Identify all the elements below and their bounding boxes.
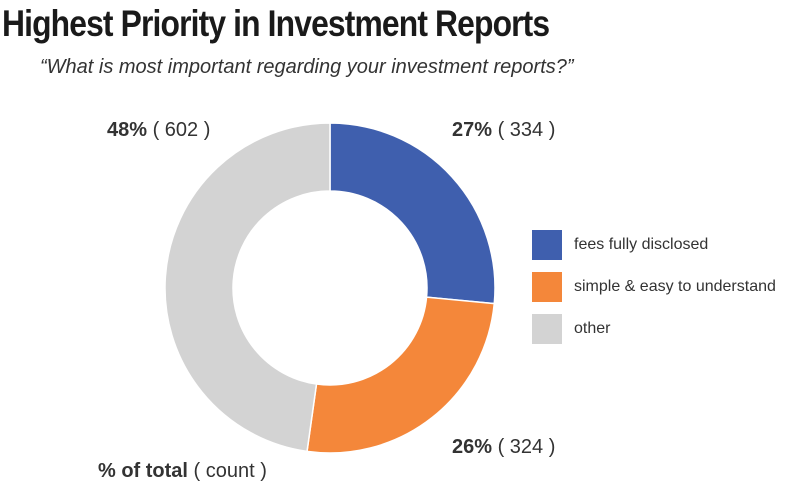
donut-slice-fees-fully-disclosed xyxy=(329,122,496,305)
legend-item-simple-easy-to-understand: simple & easy to understand xyxy=(532,272,776,302)
donut-slice-simple-easy-to-understand xyxy=(306,296,496,454)
donut-slice-other xyxy=(164,122,331,453)
legend: fees fully disclosed simple & easy to und… xyxy=(532,230,776,356)
data-label-simple-easy-to-understand: 26% ( 324 ) xyxy=(452,436,555,458)
legend-swatch xyxy=(532,272,562,302)
legend-label: simple & easy to understand xyxy=(574,278,776,295)
data-label-fees-fully-disclosed: 27% ( 334 ) xyxy=(452,119,555,141)
legend-swatch xyxy=(532,314,562,344)
chart-title: Highest Priority in Investment Reports xyxy=(2,3,550,44)
data-label-other: 48% ( 602 ) xyxy=(107,119,210,141)
axis-note-bold: % of total xyxy=(98,460,188,482)
axis-note-rest: ( count ) xyxy=(188,460,267,482)
legend-swatch xyxy=(532,230,562,260)
legend-label: fees fully disclosed xyxy=(574,236,709,253)
axis-note: % of total ( count ) xyxy=(98,460,267,483)
donut-data-labels: 27% ( 334 ) 26% ( 324 ) 48% ( 602 ) xyxy=(107,119,555,458)
legend-item-fees-fully-disclosed: fees fully disclosed xyxy=(532,230,776,260)
legend-label: other xyxy=(574,320,611,337)
legend-item-other: other xyxy=(532,314,776,344)
donut-slices xyxy=(164,122,496,454)
chart-subtitle: “What is most important regarding your i… xyxy=(40,56,574,78)
